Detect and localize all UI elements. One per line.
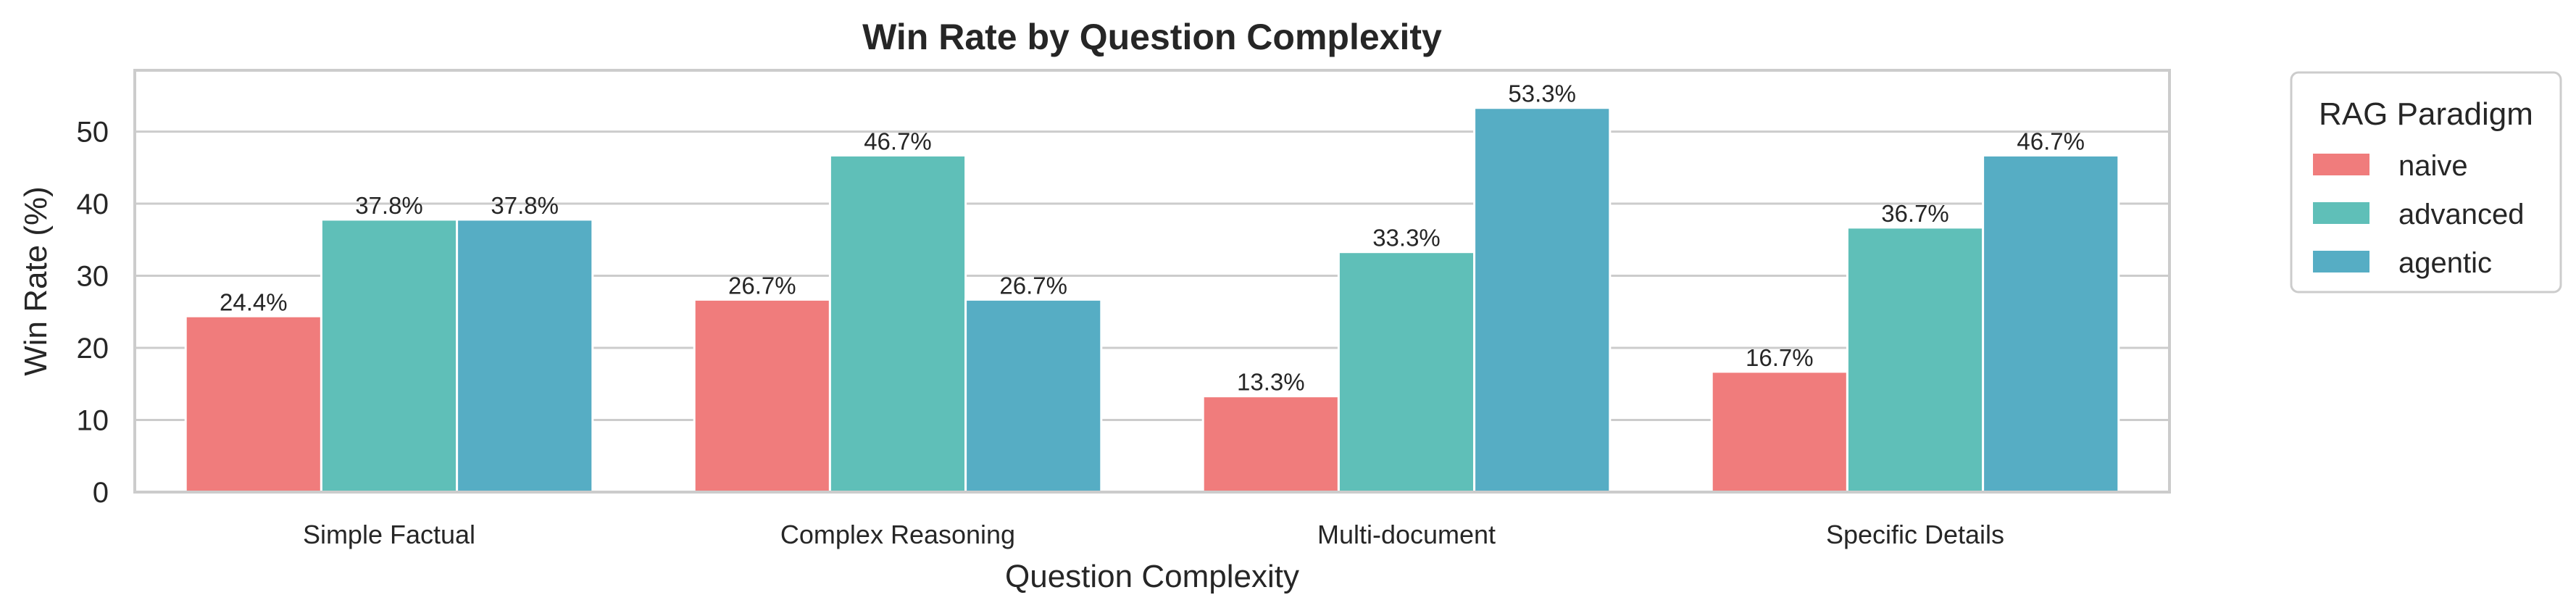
bar-value-label: 37.8% <box>491 192 559 219</box>
bar-advanced-3 <box>1846 226 1985 494</box>
x-tick-label: Specific Details <box>1826 520 2004 549</box>
bar-advanced-0 <box>320 218 459 494</box>
bar-agentic-3 <box>1982 154 2120 494</box>
y-tick-label: 10 <box>77 405 109 437</box>
bar-agentic-0 <box>456 218 594 494</box>
bar-naive-2 <box>1201 395 1340 494</box>
legend-swatch-agentic <box>2313 251 2369 272</box>
bar-value-label: 26.7% <box>728 272 796 299</box>
bar-value-label: 36.7% <box>1881 200 1949 227</box>
x-axis-label: Question Complexity <box>1005 559 1299 594</box>
bar-agentic-1 <box>964 298 1103 494</box>
y-tick-label: 40 <box>77 188 109 220</box>
legend-swatch-naive <box>2313 154 2369 175</box>
bar-value-label: 26.7% <box>999 272 1067 299</box>
legend-label-agentic: agentic <box>2398 247 2492 279</box>
bar-value-label: 37.8% <box>355 192 423 219</box>
legend-title: RAG Paradigm <box>2319 96 2533 132</box>
bar-value-label: 46.7% <box>2017 128 2085 154</box>
bar-value-label: 53.3% <box>1508 80 1576 107</box>
y-axis-label: Win Rate (%) <box>18 186 54 376</box>
x-tick-label: Multi-document <box>1317 520 1496 549</box>
bar-value-label: 13.3% <box>1237 369 1305 396</box>
bar-value-label: 24.4% <box>220 288 288 315</box>
plot-frame <box>133 69 2171 494</box>
legend-items: naive advanced agentic <box>2313 150 2524 279</box>
y-tick-label: 50 <box>77 117 109 149</box>
y-tick-label: 30 <box>77 261 109 293</box>
bar-value-label: 46.7% <box>864 128 932 154</box>
bar-naive-0 <box>184 315 322 494</box>
bar-naive-1 <box>693 298 831 494</box>
bar-value-label: 16.7% <box>1746 344 1814 371</box>
bar-agentic-2 <box>1473 107 1612 494</box>
legend-label-advanced: advanced <box>2398 199 2524 230</box>
legend-swatch-advanced <box>2313 202 2369 224</box>
y-axis-ticks: 0 10 20 30 40 50 <box>77 117 109 509</box>
bar-naive-3 <box>1710 370 1848 494</box>
bar-value-labels: 24.4% 37.8% 37.8% 26.7% 46.7% 26.7% 13.3% 33.3%… <box>220 80 2085 396</box>
bar-advanced-2 <box>1337 251 1476 494</box>
y-tick-label: 20 <box>77 333 109 365</box>
legend: RAG Paradigm naive advanced agentic <box>2290 71 2562 294</box>
y-tick-label: 0 <box>93 477 109 509</box>
legend-frame <box>2290 71 2562 294</box>
bar-value-label: 33.3% <box>1372 225 1441 251</box>
x-tick-label: Complex Reasoning <box>780 520 1015 549</box>
x-axis-ticks: Simple Factual Complex Reasoning Multi-doc… <box>303 520 2004 549</box>
bars <box>184 107 2120 494</box>
legend-label-naive: naive <box>2398 150 2468 182</box>
chart-title: Win Rate by Question Complexity <box>862 17 1442 57</box>
x-tick-label: Simple Factual <box>303 520 475 549</box>
bar-advanced-1 <box>828 154 967 494</box>
